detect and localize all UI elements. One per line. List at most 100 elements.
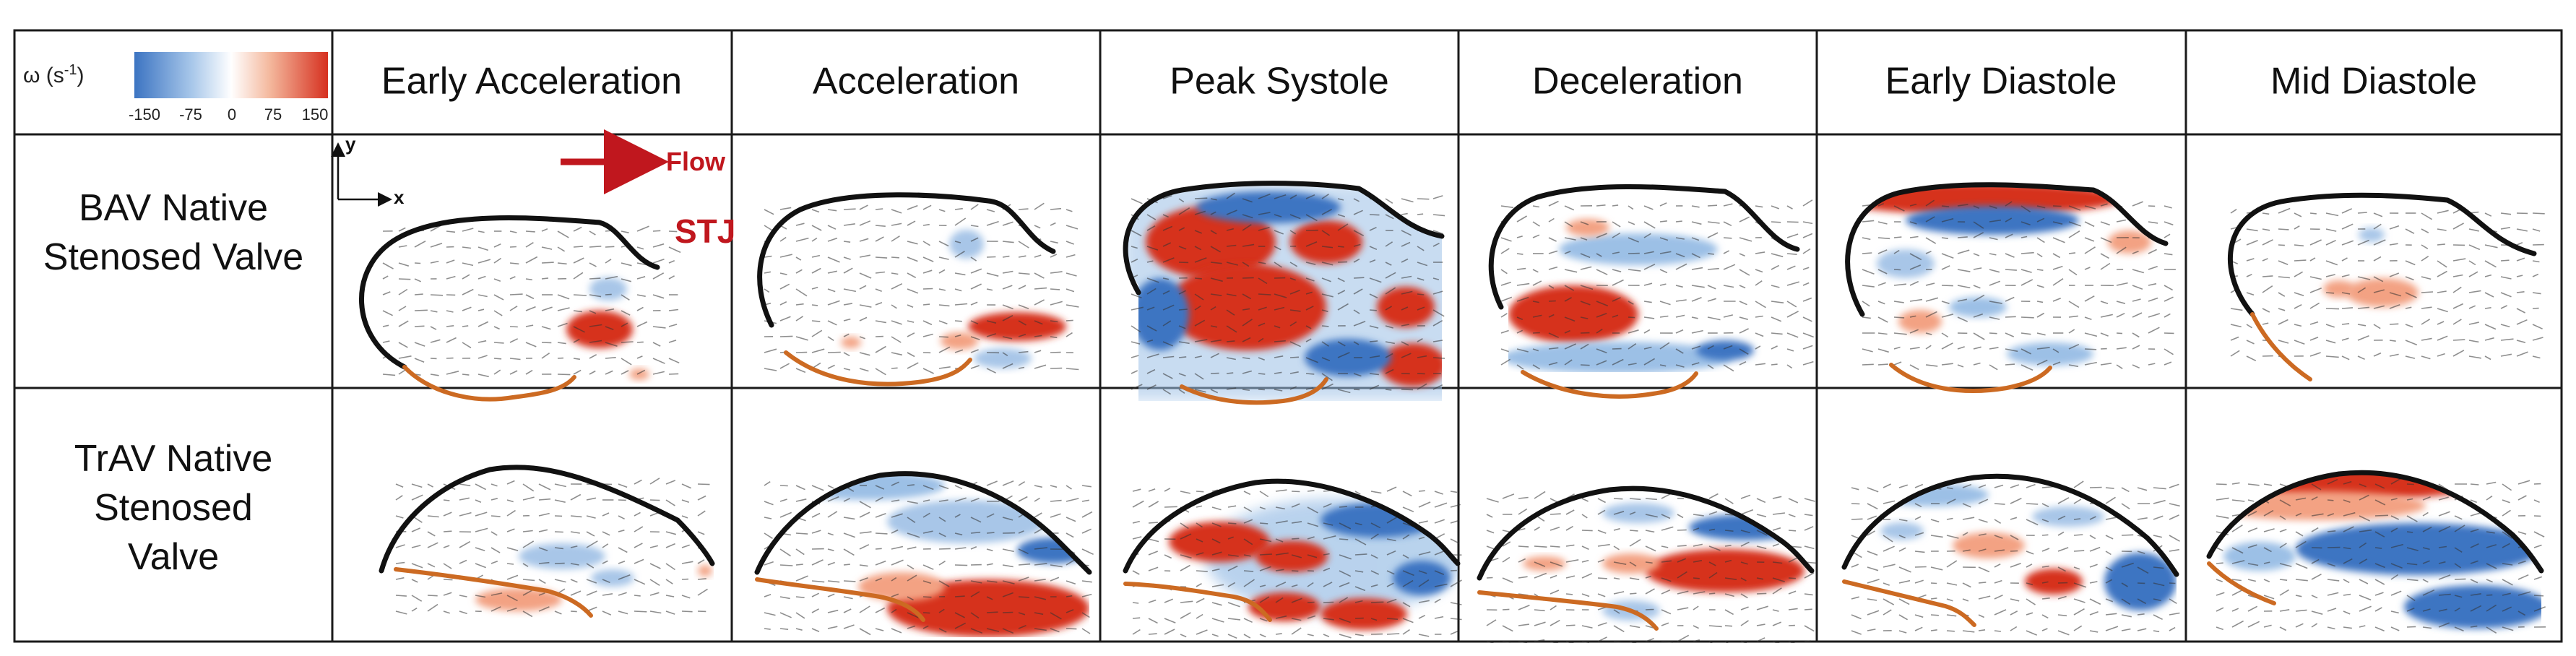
velocity-vector — [605, 259, 612, 264]
velocity-vector — [891, 559, 904, 566]
velocity-vector — [2438, 545, 2447, 548]
velocity-vector — [1862, 285, 1875, 288]
velocity-vector — [2164, 205, 2172, 209]
velocity-vector — [1893, 269, 1901, 271]
velocity-vector — [2389, 303, 2400, 309]
velocity-vector — [1450, 618, 1462, 621]
velocity-vector — [1740, 494, 1751, 499]
velocity-vector — [621, 358, 632, 366]
velocity-vector — [1691, 296, 1702, 302]
velocity-vector — [1274, 325, 1281, 329]
velocity-vector — [2517, 610, 2525, 616]
velocity-vector — [2132, 364, 2140, 369]
velocity-vector — [1450, 491, 1458, 493]
velocity-vector — [986, 209, 995, 212]
velocity-vector — [1164, 598, 1174, 603]
velocity-vector — [1337, 198, 1344, 201]
velocity-vector — [1596, 301, 1609, 307]
velocity-vector — [1645, 575, 1652, 579]
velocity-vector — [1434, 583, 1448, 587]
velocity-vector — [1957, 364, 1964, 368]
velocity-vector — [411, 527, 421, 532]
velocity-vector — [795, 368, 806, 374]
velocity-vector — [2406, 498, 2413, 501]
velocity-vector — [811, 608, 819, 613]
velocity-vector — [922, 368, 934, 374]
velocity-vector — [1677, 571, 1687, 579]
velocity-vector — [1417, 262, 1428, 267]
velocity-vector — [1581, 545, 1589, 551]
velocity-vector — [1612, 297, 1621, 302]
velocity-vector — [827, 237, 838, 242]
velocity-vector — [541, 326, 551, 330]
velocity-vector — [1002, 363, 1013, 369]
velocity-vector — [779, 612, 792, 618]
velocity-vector — [1548, 285, 1555, 289]
panel-trav-peak-systole — [1123, 478, 1462, 639]
velocity-vector — [907, 517, 916, 523]
velocity-vector — [2295, 540, 2307, 548]
velocity-vector — [1050, 288, 1060, 290]
velocity-vector — [1994, 609, 2007, 616]
velocity-vector — [1973, 205, 1980, 210]
velocity-vector — [1643, 358, 1656, 366]
velocity-vector — [414, 278, 422, 282]
panel-bav-deceleration — [1488, 184, 1814, 399]
velocity-vector — [1162, 389, 1172, 395]
velocity-vector — [1337, 290, 1346, 295]
velocity-vector — [2100, 262, 2111, 270]
velocity-vector — [652, 230, 661, 232]
velocity-vector — [1925, 364, 1938, 367]
velocity-vector — [2294, 340, 2305, 345]
velocity-vector — [1227, 554, 1239, 557]
velocity-vector — [2516, 275, 2523, 277]
velocity-vector — [2262, 308, 2270, 313]
velocity-vector — [1226, 228, 1234, 231]
velocity-vector — [2148, 313, 2161, 318]
velocity-vector — [1305, 357, 1318, 363]
velocity-vector — [1565, 525, 1573, 531]
velocity-vector — [2169, 598, 2177, 604]
velocity-vector — [907, 501, 918, 504]
velocity-vector — [1914, 532, 1924, 536]
velocity-vector — [1148, 522, 1158, 524]
velocity-vector — [2148, 363, 2156, 366]
velocity-vector — [2500, 292, 2512, 298]
velocity-vector — [1534, 639, 1545, 642]
velocity-vector — [1162, 373, 1173, 379]
vorticity-blobs — [566, 277, 649, 380]
velocity-vector — [1532, 348, 1539, 352]
velocity-vector — [811, 628, 820, 632]
velocity-vector — [2422, 512, 2429, 517]
colorbar-gradient — [134, 52, 328, 98]
velocity-vector — [541, 246, 553, 250]
vorticity-blobs — [1873, 483, 2177, 610]
velocity-vector — [1957, 316, 1968, 322]
velocity-vector — [1289, 371, 1299, 374]
velocity-vector — [1548, 266, 1558, 270]
velocity-vector — [1691, 329, 1703, 334]
velocity-vector — [2452, 223, 2464, 230]
velocity-vector — [907, 546, 917, 550]
velocity-vector — [1486, 498, 1499, 503]
velocity-vector — [1002, 517, 1013, 521]
velocity-vector — [2116, 364, 2123, 369]
velocity-vector — [1386, 570, 1395, 575]
velocity-vector — [1289, 230, 1297, 235]
velocity-vector — [811, 209, 820, 213]
velocity-vector — [443, 610, 450, 614]
velocity-vector — [875, 496, 883, 502]
velocity-vector — [2454, 563, 2462, 569]
velocity-vector — [986, 596, 993, 600]
velocity-vector — [1914, 516, 1922, 520]
velocity-vector — [1034, 512, 1042, 518]
velocity-vector — [875, 302, 883, 306]
velocity-vector — [1148, 488, 1156, 492]
velocity-vector — [411, 545, 421, 548]
velocity-vector — [1385, 389, 1392, 391]
velocity-vector — [2390, 563, 2403, 569]
velocity-vector — [2374, 499, 2386, 506]
velocity-vector — [1786, 265, 1796, 270]
velocity-vector — [1675, 237, 1685, 240]
velocity-vector — [1210, 339, 1222, 342]
